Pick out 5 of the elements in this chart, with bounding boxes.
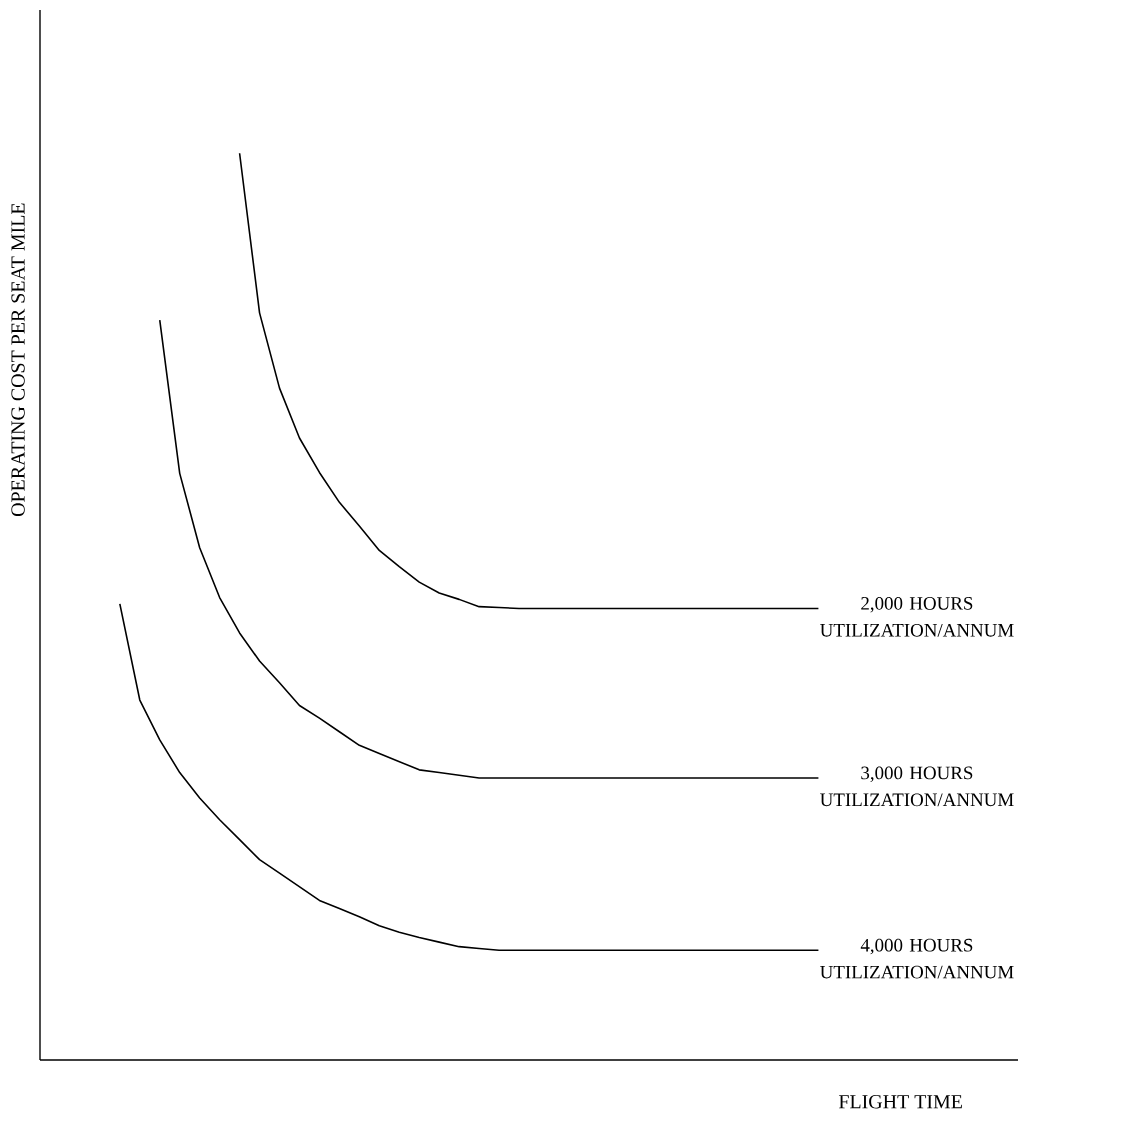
series-label: 2,000 HOURS UTILIZATION/ANNUM	[820, 596, 1014, 637]
series-label: 4,000 HOURS UTILIZATION/ANNUM	[820, 938, 1014, 979]
series-label: 3,000 HOURS UTILIZATION/ANNUM	[820, 766, 1014, 807]
x-axis-title: FLIGHT TIME	[838, 1095, 962, 1109]
y-axis-title: OPERATING COST PER SEAT MILE	[11, 203, 25, 517]
